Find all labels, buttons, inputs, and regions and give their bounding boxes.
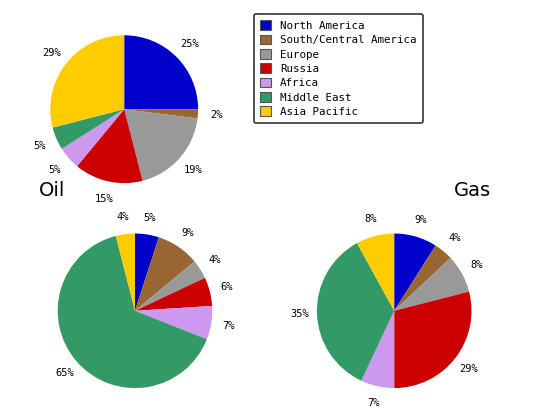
Wedge shape — [116, 234, 135, 311]
Wedge shape — [317, 243, 394, 381]
Wedge shape — [50, 35, 124, 128]
Wedge shape — [77, 109, 143, 183]
Wedge shape — [124, 109, 198, 181]
Text: 7%: 7% — [367, 398, 380, 408]
Text: 9%: 9% — [182, 228, 194, 238]
Text: 5%: 5% — [144, 213, 156, 223]
Wedge shape — [394, 258, 469, 311]
Legend: North America, South/Central America, Europe, Russia, Africa, Middle East, Asia : North America, South/Central America, Eu… — [254, 14, 423, 123]
Text: 2%: 2% — [210, 110, 222, 120]
Text: Coal: Coal — [32, 0, 75, 3]
Wedge shape — [62, 109, 124, 166]
Text: 25%: 25% — [180, 39, 199, 49]
Wedge shape — [135, 278, 212, 311]
Text: Oil: Oil — [38, 181, 65, 200]
Text: 29%: 29% — [460, 364, 478, 373]
Text: 9%: 9% — [414, 215, 427, 225]
Text: 8%: 8% — [364, 215, 377, 224]
Text: 35%: 35% — [291, 309, 309, 319]
Wedge shape — [394, 234, 436, 311]
Text: 15%: 15% — [94, 194, 113, 205]
Text: 8%: 8% — [470, 260, 483, 270]
Wedge shape — [394, 246, 450, 311]
Wedge shape — [135, 306, 212, 339]
Text: 4%: 4% — [117, 212, 130, 222]
Wedge shape — [52, 109, 124, 149]
Text: 5%: 5% — [49, 165, 61, 175]
Text: 6%: 6% — [220, 282, 233, 292]
Wedge shape — [361, 311, 394, 388]
Wedge shape — [58, 236, 207, 388]
Text: 19%: 19% — [184, 165, 203, 175]
Text: 4%: 4% — [448, 233, 461, 243]
Text: 7%: 7% — [222, 320, 234, 331]
Wedge shape — [135, 234, 159, 311]
Text: 29%: 29% — [42, 47, 60, 58]
Text: 65%: 65% — [55, 368, 73, 378]
Text: Gas: Gas — [454, 181, 491, 200]
Text: 5%: 5% — [33, 141, 46, 151]
Wedge shape — [135, 237, 194, 311]
Wedge shape — [357, 234, 394, 311]
Wedge shape — [394, 291, 471, 388]
Wedge shape — [124, 109, 198, 118]
Text: 4%: 4% — [208, 255, 221, 265]
Wedge shape — [135, 262, 205, 311]
Wedge shape — [124, 35, 198, 109]
